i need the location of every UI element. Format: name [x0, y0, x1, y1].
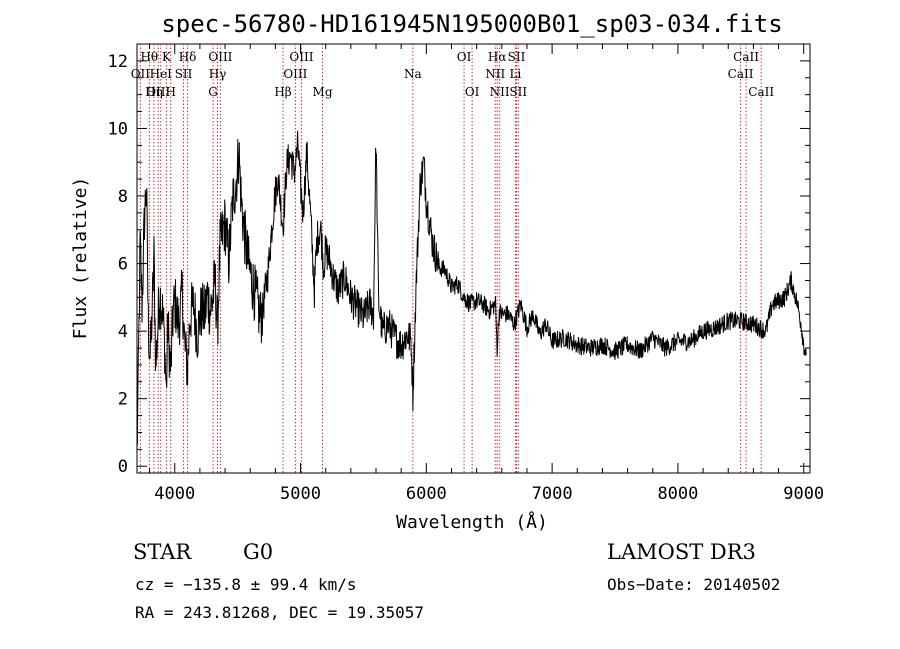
y-tick-label-4: 8: [118, 187, 128, 207]
y-tick-label-3: 6: [118, 255, 128, 275]
spectral-line-label-2: OIII: [146, 85, 170, 99]
spectral-line-label-14: OIII: [289, 50, 313, 64]
spectral-line-label-19: NII: [485, 67, 505, 81]
spectral-line-label-6: H: [165, 85, 175, 99]
spectral-line-label-13: OIII: [283, 67, 307, 81]
y-tick-label-1: 2: [118, 390, 128, 410]
y-tick-label-2: 4: [118, 322, 128, 342]
spectral-line-label-22: Li: [509, 67, 521, 81]
spectral-line-label-8: Hδ: [179, 50, 197, 64]
observation-date: Obs−Date: 20140502: [607, 575, 781, 594]
spectral-line-label-24: SII: [509, 85, 527, 99]
x-axis-label: Wavelength (Å): [396, 511, 548, 533]
spectral-line-label-9: OIII: [208, 50, 232, 64]
object-class: STAR: [133, 540, 192, 564]
y-tick-label-5: 10: [108, 119, 128, 139]
chart-title: spec-56780-HD161945N195000B01_sp03-034.f…: [161, 10, 782, 38]
redshift-velocity: cz = −135.8 ± 99.4 km/s: [135, 575, 357, 594]
x-tick-label-5: 9000: [783, 484, 824, 504]
spectral-line-label-3: K: [162, 50, 172, 64]
spectral-line-label-17: OI: [457, 50, 472, 64]
spectral-line-label-20: Hα: [488, 50, 507, 64]
spectral-line-label-15: Mg: [313, 85, 333, 99]
spectral-line-label-12: Hβ: [274, 85, 291, 99]
spectral-line-markers: [139, 44, 762, 473]
x-tick-label-0: 4000: [154, 484, 195, 504]
plot-frame: [136, 43, 811, 474]
coordinates: RA = 243.81268, DEC = 19.35057: [135, 603, 424, 622]
spectral-line-label-7: SII: [175, 67, 193, 81]
flux-series-line: [136, 130, 807, 447]
y-axis: 0 2 4 6 8 10 12: [108, 52, 810, 477]
x-tick-label-4: 8000: [657, 484, 698, 504]
spectral-line-label-0: Hθ: [140, 50, 158, 64]
spectral-line-label-5: Hη: [145, 85, 163, 99]
spectral-line-label-23: SII: [508, 50, 526, 64]
y-axis-label: Flux (relative): [70, 177, 91, 340]
y-tick-label-0: 0: [118, 457, 128, 477]
x-axis: 4000 5000 6000 7000 8000 9000: [149, 44, 824, 504]
spectral-line-label-25: CaII: [728, 67, 754, 81]
spectral-line-label-26: CaII: [733, 50, 759, 64]
spectral-line-label-10: Hγ: [209, 67, 227, 81]
spectral-line-label-27: CaII: [748, 85, 774, 99]
x-tick-label-2: 6000: [406, 484, 447, 504]
spectral-line-label-18: OI: [465, 85, 480, 99]
x-tick-label-3: 7000: [532, 484, 573, 504]
spectral-line-label-4: HeI: [150, 67, 173, 81]
spectral-line-label-21: NII: [490, 85, 510, 99]
spectral-line-label-16: Na: [404, 67, 422, 81]
survey-name: LAMOST DR3: [607, 540, 756, 564]
y-tick-label-6: 12: [108, 52, 128, 72]
spectral-line-label-1: OII: [131, 67, 151, 81]
spectral-line-label-11: G: [208, 85, 218, 99]
object-subclass: G0: [243, 540, 274, 564]
x-tick-label-1: 5000: [280, 484, 321, 504]
